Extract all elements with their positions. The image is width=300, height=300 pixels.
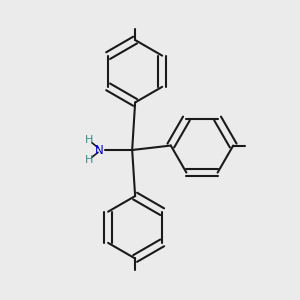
Text: H: H xyxy=(85,155,93,165)
Text: N: N xyxy=(95,143,104,157)
Text: H: H xyxy=(85,135,93,145)
